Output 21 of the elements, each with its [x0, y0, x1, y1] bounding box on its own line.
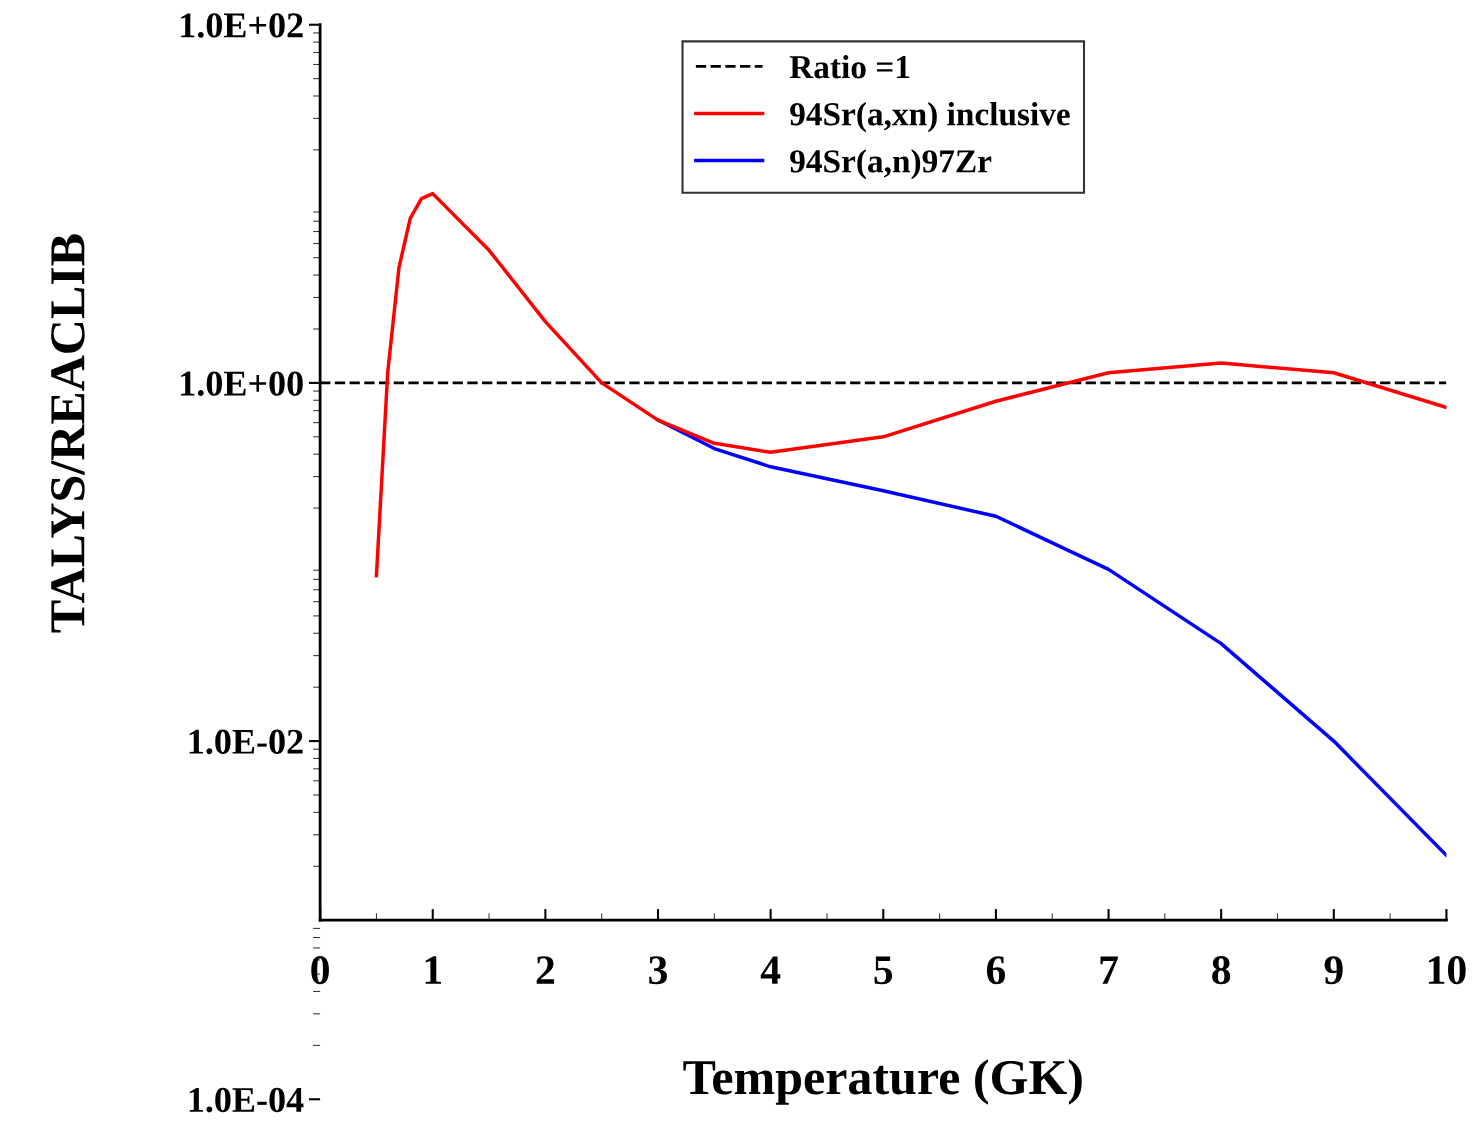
- x-tick-label: 5: [874, 956, 893, 985]
- y-tick-label: 1.0E-02: [189, 729, 303, 755]
- line-series: [374, 191, 1447, 578]
- x-tick-label: 6: [986, 956, 1006, 985]
- x-axis-title: Temperature (GK): [683, 1059, 1082, 1105]
- x-tick-label: 3: [649, 956, 667, 985]
- y-tick-label: 1.0E-04: [189, 1087, 304, 1113]
- x-tick-label: 2: [536, 956, 554, 984]
- x-tick-label: 0: [311, 956, 329, 985]
- legend-label: 94Sr(a,xn) inclusive: [790, 102, 1070, 133]
- x-tick-label: 8: [1212, 956, 1231, 985]
- x-tick-label: 4: [760, 956, 781, 984]
- x-tick-label: 9: [1324, 956, 1343, 985]
- x-tick-label: 1: [425, 956, 442, 984]
- y-axis-title: TALYS/REACLIB: [51, 234, 85, 633]
- y-tick-label: 1.0E+02: [181, 13, 303, 38]
- legend-label: Ratio =1: [789, 54, 910, 79]
- legend-label: 94Sr(a,n)97Zr: [790, 149, 992, 180]
- x-tick-label: 7: [1100, 956, 1118, 984]
- x-tick-label: 10: [1428, 956, 1466, 985]
- y-tick-label: 1.0E+00: [181, 371, 303, 396]
